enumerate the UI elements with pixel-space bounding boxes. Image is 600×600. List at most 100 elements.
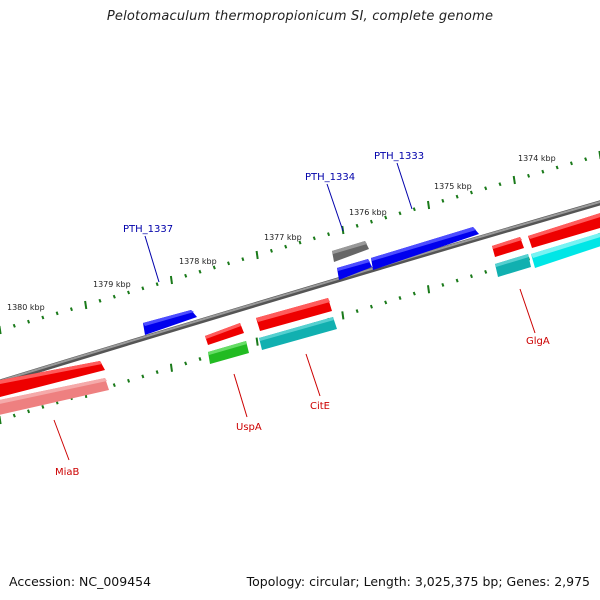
gene-cite-teal (259, 317, 337, 350)
upper-scale-minor-tick (569, 161, 573, 166)
lower-scale-major-tick (0, 415, 2, 425)
scale-labels: 1380 kbp 1379 kbp 1378 kbp 1377 kbp 1376… (7, 154, 556, 312)
pth1334-connector (326, 183, 344, 232)
upper-scale-minor-tick (227, 261, 231, 266)
gene-glga-teal-top (495, 254, 529, 267)
lower-scale-minor-tick (184, 361, 188, 366)
gene-label-pth1337: PTH_1337 (123, 224, 173, 235)
scale-label-1374: 1374 kbp (518, 154, 556, 163)
reverse-strand-genes: MiaB UspA CitE GlgA (0, 213, 600, 478)
lower-scale-major-tick (169, 363, 173, 372)
upper-scale-minor-tick (155, 282, 159, 287)
genome-title: Pelotomaculum thermopropionicum SI, comp… (106, 9, 494, 24)
gene-label-miab: MiaB (55, 467, 80, 478)
lower-scale-minor-tick (384, 300, 388, 305)
pth1333-connector (396, 162, 413, 210)
accession-text: Accession: NC_009454 (9, 574, 152, 589)
lower-scale-minor-tick (355, 309, 359, 314)
upper-scale-minor-tick (284, 244, 288, 249)
gene-label-cite: CitE (310, 401, 330, 412)
upper-scale-minor-tick (184, 273, 188, 278)
scale-label-1379: 1379 kbp (93, 280, 131, 289)
lower-scale-minor-tick (41, 404, 45, 409)
upper-scale-minor-tick (198, 269, 202, 274)
lower-scale-major-tick (341, 311, 345, 320)
lower-scale-minor-tick (12, 413, 16, 418)
glga-connector (519, 288, 536, 334)
gene-uspa-arrow-top (205, 323, 241, 339)
lower-scale-minor-tick (412, 291, 416, 296)
upper-scale-minor-tick (298, 240, 302, 245)
gene-pth1333-arrow[interactable] (371, 227, 479, 270)
lower-scale-minor-tick (155, 370, 159, 375)
upper-scale-minor-tick (498, 182, 502, 187)
lower-scale-major-tick (255, 337, 259, 346)
gene-gray-arrow[interactable] (332, 241, 369, 262)
gene-pth1337-arrow[interactable] (143, 310, 197, 335)
upper-scale-minor-tick (369, 219, 373, 224)
upper-scale-minor-tick (469, 190, 473, 195)
gene-miab-arrow-top (0, 361, 102, 385)
forward-strand-genes: PTH_1337 PTH_1334 PTH_1333 (123, 151, 479, 335)
gene-pth1334-arrow[interactable] (337, 259, 372, 280)
upper-scale-major-tick (255, 250, 259, 260)
lower-scale-minor-tick (27, 409, 31, 414)
gene-gray-arrow-top (332, 241, 367, 254)
miab-connector (53, 419, 70, 461)
upper-scale-minor-tick (69, 307, 73, 312)
gene-pth1333-arrow-top (371, 227, 476, 261)
upper-scale-minor-tick (127, 290, 131, 295)
gene-miab-shadow-top (0, 378, 107, 404)
gene-glga-arrow-top (492, 237, 522, 249)
upper-scale-minor-tick (12, 323, 16, 328)
upper-scale-minor-tick (441, 198, 445, 203)
lower-scale-minor-tick (455, 278, 459, 283)
upper-scale-minor-tick (412, 207, 416, 212)
upper-scale-minor-tick (555, 165, 559, 170)
upper-scale-minor-tick (384, 215, 388, 220)
gene-cite-teal-top (259, 317, 334, 341)
upper-scale-major-tick (512, 175, 516, 185)
scale-label-1376: 1376 kbp (349, 208, 387, 217)
lower-scale-major-tick (427, 285, 431, 294)
upper-scale-major-tick (84, 300, 88, 310)
gene-miab-arrow[interactable] (0, 361, 105, 397)
gene-label-glga: GlgA (526, 336, 550, 347)
lower-scale-minor-tick (484, 269, 488, 274)
scale-label-1378: 1378 kbp (179, 257, 217, 266)
upper-scale-minor-tick (241, 257, 245, 262)
gene-label-pth1333: PTH_1333 (374, 151, 424, 162)
upper-scale-major-tick (0, 325, 2, 335)
upper-scale-minor-tick (27, 319, 31, 324)
gene-glga-arrow[interactable] (492, 237, 524, 257)
genome-backbone-highlight (0, 200, 600, 382)
upper-scale-minor-tick (312, 236, 316, 241)
genome-info-text: Topology: circular; Length: 3,025,375 bp… (246, 574, 590, 589)
upper-scale-minor-tick (541, 169, 545, 174)
upper-scale-minor-tick (527, 173, 531, 178)
gene-pth1337-arrow-top (143, 310, 194, 326)
lower-scale-minor-tick (469, 274, 473, 279)
scale-label-1380: 1380 kbp (7, 303, 45, 312)
upper-scale-minor-tick (55, 311, 59, 316)
gene-uspa-green-top (208, 341, 247, 355)
upper-scale-minor-tick (455, 194, 459, 199)
upper-scale-minor-tick (269, 248, 273, 253)
gene-glga-teal (495, 254, 531, 277)
gene-right-cyan-top (531, 233, 600, 258)
cite-connector (305, 353, 321, 397)
upper-scale-major-tick (169, 275, 173, 285)
lower-scale-minor-tick (398, 296, 402, 300)
gene-right-red-arrow-top (528, 213, 600, 239)
gene-label-pth1334: PTH_1334 (305, 172, 355, 183)
scale-track-upper (0, 150, 600, 335)
gene-pth1334-arrow-top (337, 259, 370, 271)
upper-scale-minor-tick (355, 223, 359, 228)
lower-scale-minor-tick (441, 282, 445, 287)
lower-scale-minor-tick (141, 374, 145, 379)
lower-scale-minor-tick (369, 304, 373, 309)
upper-scale-minor-tick (112, 294, 116, 299)
upper-scale-minor-tick (41, 315, 45, 320)
uspa-connector (233, 373, 248, 418)
